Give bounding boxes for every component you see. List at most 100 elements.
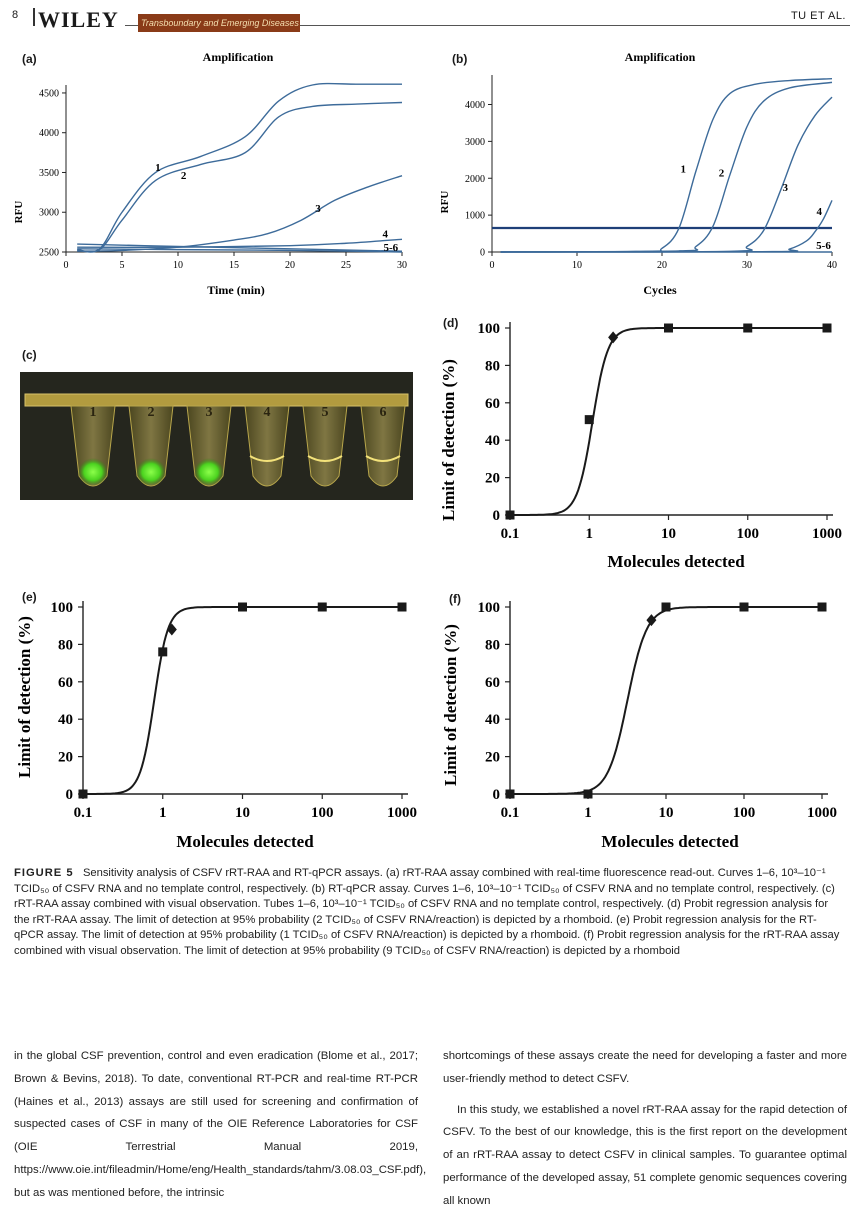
data-point — [505, 789, 515, 799]
y-tick-label: 80 — [485, 358, 500, 374]
tube-fluorescence — [136, 458, 166, 486]
y-tick-label: 3500 — [39, 168, 59, 179]
x-tick-label: 0.1 — [501, 805, 520, 821]
x-tick-label: 5 — [120, 260, 125, 271]
curve-1 — [77, 82, 403, 253]
header-divider — [33, 8, 35, 26]
tube-photo-drawing: 1 2 3 4 5 6 — [24, 393, 409, 487]
page-number: 8 — [12, 9, 19, 21]
chart-e: Limit of detection (%) Molecules detecte… — [15, 600, 417, 851]
tube-photo: 1 2 3 4 5 6 — [20, 372, 413, 500]
rhombus-marker — [608, 331, 619, 344]
y-tick-label: 100 — [478, 321, 501, 337]
y-tick-label: 0 — [493, 787, 501, 803]
chart-f-xlabel: Molecules detected — [601, 832, 739, 851]
curve-label: 3 — [315, 203, 321, 215]
tube-number: 5 — [322, 405, 329, 420]
curve-label: 5-6 — [383, 242, 398, 254]
chart-a-ylabel: RFU — [13, 201, 25, 224]
figure-label: FIGURE 5 — [14, 867, 74, 879]
curve-label: 4 — [382, 229, 388, 241]
y-tick-label: 2000 — [465, 174, 485, 185]
chart-a: Amplification RFU Time (min) 0 5 10 15 20 25 3… — [13, 50, 407, 297]
running-authors: TU ET AL. — [790, 10, 846, 22]
y-tick-label: 0 — [493, 508, 501, 524]
curve-label: 5-6 — [816, 240, 831, 252]
curve-label: 1 — [155, 162, 161, 174]
tube — [360, 405, 406, 487]
x-tick-label: 10 — [661, 526, 676, 542]
x-tick-label: 1 — [586, 526, 594, 542]
data-point — [584, 415, 594, 425]
y-tick-label: 20 — [485, 471, 500, 487]
y-tick-label: 4500 — [39, 88, 59, 99]
data-point — [78, 789, 88, 799]
tube-number: 1 — [90, 405, 97, 420]
x-tick-label: 25 — [341, 260, 351, 271]
curve-label: 1 — [681, 164, 687, 176]
tube-number: 4 — [264, 405, 271, 420]
chart-b-title: Amplification — [625, 50, 696, 64]
x-tick-label: 20 — [285, 260, 295, 271]
x-tick-label: 0 — [490, 260, 495, 271]
data-point — [822, 323, 832, 333]
data-point — [661, 602, 671, 612]
tube-number: 6 — [380, 405, 387, 420]
curve-2 — [500, 81, 833, 253]
tube-number: 2 — [148, 405, 155, 420]
curve-1 — [500, 77, 833, 253]
tube — [244, 405, 290, 487]
data-point — [739, 602, 749, 612]
curve-label: 2 — [719, 167, 725, 179]
x-tick-label: 1 — [584, 805, 592, 821]
probit-curve — [510, 606, 822, 795]
body-column-left: in the global CSF prevention, control an… — [14, 1050, 427, 1199]
y-tick-label: 0 — [480, 248, 485, 259]
figure-caption: FIGURE 5 Sensitivity analysis of CSFV rR… — [14, 866, 846, 960]
x-tick-label: 20 — [657, 260, 667, 271]
data-point — [505, 510, 515, 520]
chart-a-title: Amplification — [203, 50, 274, 64]
probit-curve — [510, 327, 827, 516]
y-tick-label: 4000 — [39, 128, 59, 139]
chart-a-xlabel: Time (min) — [207, 283, 264, 297]
curve-label: 3 — [783, 182, 789, 194]
chart-d: Limit of detection (%) Molecules detecte… — [439, 321, 842, 571]
x-tick-label: 10 — [235, 805, 250, 821]
curve-5 — [77, 243, 403, 252]
x-tick-label: 1000 — [807, 805, 837, 821]
probit-curve — [83, 606, 402, 795]
y-tick-label: 20 — [485, 750, 500, 766]
tube-number: 3 — [206, 405, 213, 420]
tube-meniscus — [249, 455, 285, 462]
panel-e-label: (e) — [22, 590, 37, 604]
chart-b: Amplification RFU Cycles 0 10 20 30 40 0 1000 2… — [439, 50, 837, 297]
curve-label: 4 — [817, 206, 823, 218]
y-tick-label: 40 — [58, 712, 73, 728]
chart-b-xlabel: Cycles — [643, 283, 677, 297]
x-tick-label: 30 — [397, 260, 407, 271]
chart-d-xlabel: Molecules detected — [607, 552, 745, 571]
chart-e-xlabel: Molecules detected — [176, 832, 314, 851]
y-tick-label: 60 — [485, 675, 500, 691]
curve-3 — [77, 174, 403, 252]
curve-6 — [77, 248, 403, 253]
x-tick-label: 10 — [659, 805, 674, 821]
rhombus-marker — [166, 623, 177, 636]
panel-f-label: (f) — [449, 592, 461, 606]
x-tick-label: 30 — [742, 260, 752, 271]
y-tick-label: 100 — [51, 600, 74, 616]
publisher-logo: WILEY — [38, 7, 119, 32]
tube-fluorescence — [78, 458, 108, 486]
body-column-right: shortcomings of these assays create the … — [443, 1045, 847, 1213]
x-tick-label: 1000 — [812, 526, 842, 542]
x-tick-label: 1 — [159, 805, 167, 821]
curve-2 — [77, 101, 403, 253]
data-point — [158, 647, 168, 657]
y-tick-label: 80 — [485, 637, 500, 653]
y-tick-label: 4000 — [465, 100, 485, 111]
journal-banner: Transboundary and Emerging Diseases — [138, 14, 300, 32]
data-point — [743, 323, 753, 333]
chart-f: Limit of detection (%) Molecules detecte… — [441, 600, 837, 851]
x-tick-label: 100 — [733, 805, 756, 821]
